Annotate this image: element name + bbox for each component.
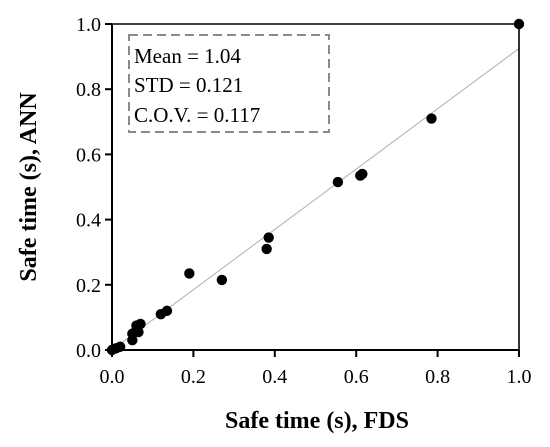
x-ticks — [111, 350, 520, 357]
data-point — [357, 168, 368, 180]
y-ticks — [105, 23, 112, 351]
data-point — [161, 305, 173, 317]
y-tick-labels: 0.0 0.2 0.4 0.6 0.8 1.0 — [76, 14, 101, 362]
stat-mean: Mean = 1.04 — [134, 44, 241, 68]
x-axis-title: Safe time (s), FDS — [225, 408, 409, 434]
x-tick-label: 0.0 — [100, 366, 125, 388]
y-tick-label: 0.2 — [76, 275, 101, 297]
x-tick-label: 0.6 — [344, 366, 369, 388]
y-tick-label: 0.8 — [76, 79, 101, 101]
data-point — [184, 268, 195, 279]
data-point — [263, 232, 274, 243]
data-point — [135, 318, 146, 330]
data-point — [332, 176, 344, 188]
y-tick-label: 1.0 — [76, 14, 101, 36]
y-tick-label: 0.0 — [76, 340, 101, 362]
y-axis-title: Safe time (s), ANN — [16, 92, 42, 282]
y-tick-label: 0.4 — [76, 210, 101, 232]
points-layer — [106, 18, 525, 356]
x-tick-labels: 0.0 0.2 0.4 0.6 0.8 1.0 — [100, 366, 532, 388]
y-tick-label: 0.6 — [76, 144, 101, 166]
x-tick-label: 0.4 — [262, 366, 287, 388]
x-tick-label: 0.8 — [425, 366, 450, 388]
x-tick-label: 1.0 — [507, 366, 532, 388]
data-point — [426, 113, 437, 124]
trend-line — [111, 48, 520, 351]
data-point — [261, 243, 272, 255]
stat-cov: C.O.V. = 0.117 — [134, 103, 260, 127]
stat-std: STD = 0.121 — [134, 73, 243, 97]
data-point — [216, 274, 228, 286]
stats-box — [128, 34, 330, 133]
x-tick-label: 0.2 — [181, 366, 206, 388]
